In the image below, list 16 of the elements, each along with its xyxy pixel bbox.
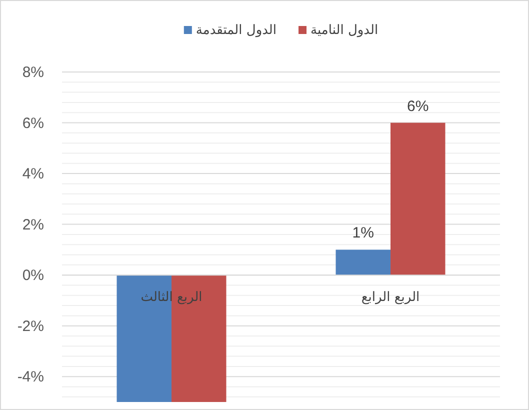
- legend-label: الدول النامية: [310, 23, 378, 38]
- y-tick-label: 8%: [22, 64, 44, 81]
- x-tick-label: الربع الرابع: [361, 290, 420, 306]
- bar: [336, 250, 390, 276]
- y-tick-label: 2%: [22, 216, 44, 234]
- y-tick-label: -4%: [17, 368, 44, 386]
- legend-label: الدول المتقدمة: [196, 23, 277, 38]
- y-tick-label: 4%: [22, 166, 44, 183]
- bar: [116, 275, 172, 402]
- bar: [172, 275, 226, 402]
- y-tick-label: 0%: [22, 267, 44, 284]
- y-tick-label: -2%: [17, 318, 44, 335]
- bar: [390, 122, 446, 276]
- data-label: 1%: [352, 224, 374, 242]
- y-tick-label: 6%: [22, 114, 44, 132]
- data-label: 6%: [407, 98, 429, 115]
